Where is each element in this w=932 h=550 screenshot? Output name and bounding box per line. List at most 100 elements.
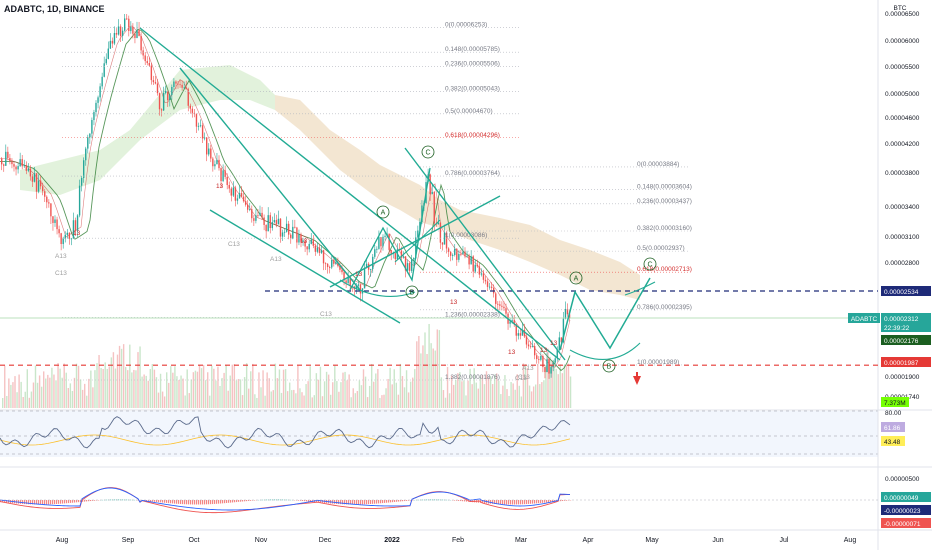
candle	[76, 215, 79, 231]
td-sequential-label: A13	[270, 256, 282, 263]
macd-histogram-bar	[354, 500, 356, 505]
volume-bar	[368, 385, 371, 408]
candle	[320, 250, 323, 253]
macd-histogram-bar	[68, 500, 70, 504]
candle	[378, 237, 380, 249]
candle	[462, 251, 464, 255]
candle	[478, 266, 481, 275]
volume-bar	[20, 381, 22, 408]
macd-histogram-bar	[32, 500, 34, 505]
volume-bar	[26, 369, 28, 408]
fib1-label: 1.236(0.00002338)	[445, 312, 500, 319]
macd-histogram-bar	[286, 499, 288, 501]
volume-bar	[360, 385, 363, 408]
volume-bar	[334, 365, 336, 408]
volume-bar	[53, 374, 55, 408]
candle	[60, 233, 62, 245]
volume-bar	[407, 392, 410, 408]
candle	[540, 356, 542, 360]
candle	[468, 255, 470, 265]
volume-bar	[79, 379, 82, 408]
candle	[240, 193, 243, 197]
macd-histogram-bar	[126, 499, 128, 501]
volume-bar	[299, 388, 301, 408]
macd-histogram-bar	[230, 500, 232, 503]
volume-bar	[237, 378, 240, 408]
macd-histogram-bar	[242, 500, 244, 502]
candle	[169, 95, 171, 100]
macd-histogram-bar	[560, 500, 562, 502]
candle	[452, 254, 454, 256]
volume-bar	[455, 380, 457, 408]
macd-histogram-bar	[504, 500, 506, 505]
candle	[523, 329, 526, 337]
candle	[175, 81, 177, 84]
macd-histogram-bar	[310, 500, 312, 502]
candle	[536, 355, 538, 360]
td-sequential-label: C13	[515, 375, 527, 382]
volume-bar	[541, 382, 543, 408]
candle	[564, 308, 567, 319]
td-sequential-label: C13	[518, 374, 530, 381]
macd-histogram-bar	[318, 500, 320, 503]
fib1-label: 0.148(0.00005785)	[445, 46, 500, 53]
macd-histogram-bar	[394, 500, 396, 502]
price-badge	[881, 335, 931, 345]
volume-bar	[543, 380, 545, 408]
macd-histogram-bar	[306, 500, 308, 502]
volume-bar	[491, 384, 494, 408]
candle	[146, 61, 148, 64]
volume-bar	[252, 363, 254, 408]
candle	[415, 237, 417, 259]
macd-histogram-bar	[172, 500, 174, 504]
candle	[173, 81, 175, 87]
candle	[171, 86, 173, 96]
macd-histogram-bar	[356, 500, 358, 505]
macd-histogram-bar	[234, 500, 236, 503]
rsi-ma-line	[0, 434, 571, 446]
candle	[142, 50, 144, 56]
macd-histogram-bar	[210, 500, 212, 505]
volume-bar	[49, 377, 51, 408]
volume-bar	[514, 389, 516, 408]
candle	[470, 256, 472, 265]
volume-bar	[336, 381, 338, 408]
candle	[382, 236, 384, 247]
candle	[257, 215, 259, 217]
macd-histogram-bar	[338, 500, 340, 505]
volume-bar	[28, 397, 31, 408]
candle	[335, 262, 337, 264]
candle	[314, 245, 317, 252]
candle	[429, 174, 431, 195]
macd-histogram-bar	[404, 500, 406, 502]
volume-bar	[477, 388, 479, 408]
candle	[337, 262, 339, 266]
candle	[152, 80, 155, 83]
candle	[306, 246, 308, 250]
candle	[263, 217, 265, 225]
macd-histogram-bar	[240, 500, 242, 502]
volume-bar	[200, 368, 203, 408]
macd-histogram-bar	[470, 500, 472, 502]
volume-bar	[153, 369, 156, 408]
time-tick-label: Mar	[515, 537, 528, 544]
rsi-ma-value: 43.48	[884, 439, 901, 446]
wave-label: C	[425, 150, 430, 157]
volume-bar	[354, 393, 356, 408]
macd-histogram-bar	[506, 500, 508, 505]
macd-histogram-bar	[46, 500, 48, 505]
macd-histogram-bar	[496, 500, 498, 505]
volume-bar	[168, 382, 170, 408]
candle	[52, 216, 54, 223]
price-badge-label: 0.00001987	[884, 360, 919, 367]
macd-histogram-bar	[544, 500, 546, 503]
time-tick-label: Jul	[780, 537, 789, 544]
volume-bar	[506, 389, 508, 408]
candle	[283, 231, 286, 233]
candle	[511, 320, 513, 322]
candle	[324, 263, 327, 265]
macd-histogram-bar	[194, 500, 196, 505]
candle	[388, 233, 390, 250]
volume-bar	[352, 388, 354, 408]
